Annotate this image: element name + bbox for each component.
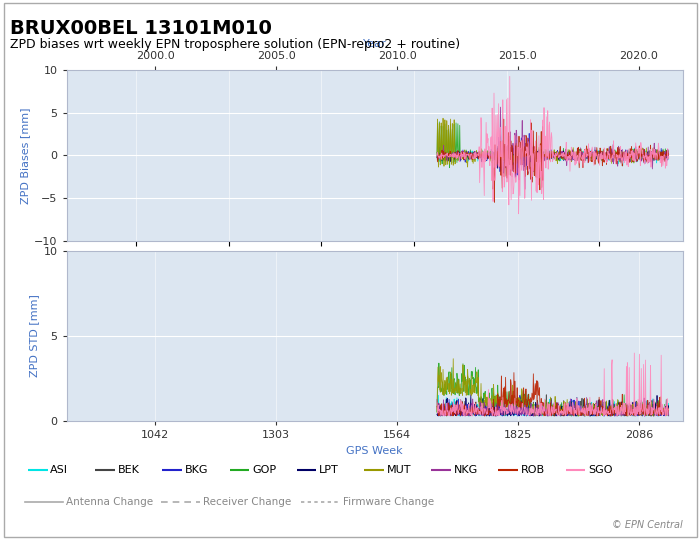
Text: Antenna Change: Antenna Change xyxy=(66,497,153,507)
Text: BRUX00BEL 13101M010: BRUX00BEL 13101M010 xyxy=(10,19,272,38)
Text: BKG: BKG xyxy=(185,465,209,475)
Text: SGO: SGO xyxy=(588,465,612,475)
Text: ZPD biases wrt weekly EPN troposphere solution (EPN-repro2 + routine): ZPD biases wrt weekly EPN troposphere so… xyxy=(10,38,461,51)
Text: BEK: BEK xyxy=(118,465,139,475)
Y-axis label: ZPD STD [mm]: ZPD STD [mm] xyxy=(29,294,39,377)
Text: Firmware Change: Firmware Change xyxy=(343,497,434,507)
Text: Receiver Change: Receiver Change xyxy=(203,497,291,507)
Text: GOP: GOP xyxy=(252,465,276,475)
Text: ASI: ASI xyxy=(50,465,69,475)
Text: ROB: ROB xyxy=(521,465,545,475)
Text: NKG: NKG xyxy=(454,465,478,475)
X-axis label: GPS Week: GPS Week xyxy=(346,446,402,456)
X-axis label: Year: Year xyxy=(363,39,386,49)
Text: MUT: MUT xyxy=(386,465,411,475)
Text: LPT: LPT xyxy=(319,465,339,475)
Y-axis label: ZPD Biases [mm]: ZPD Biases [mm] xyxy=(20,107,30,204)
Text: © EPN Central: © EPN Central xyxy=(612,520,682,530)
